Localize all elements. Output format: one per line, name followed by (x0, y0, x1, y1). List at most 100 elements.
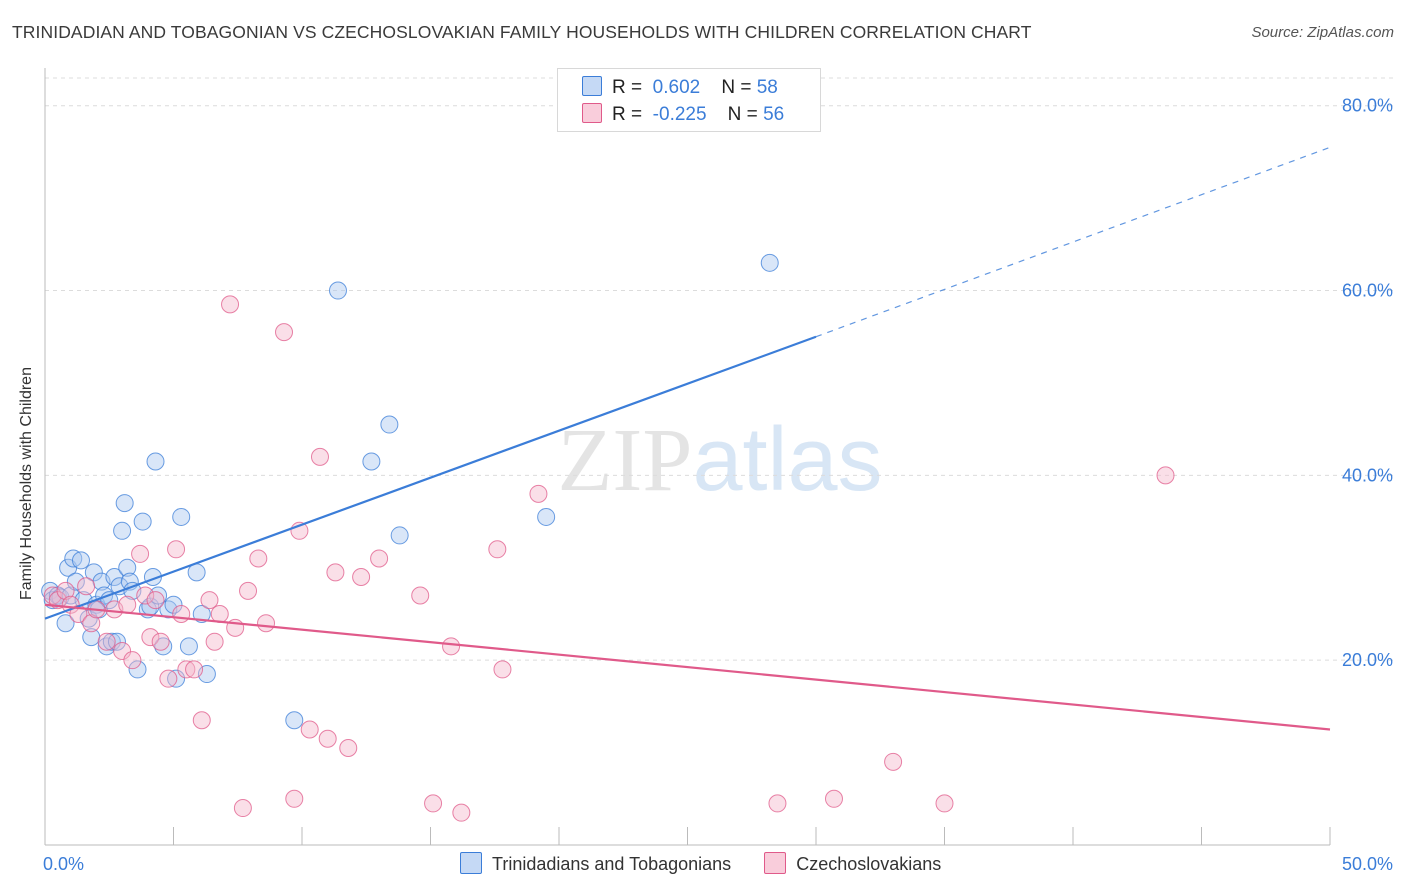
blue-point (56, 614, 75, 633)
pink-point (411, 586, 430, 605)
y-tick-label: 20.0% (1342, 650, 1393, 670)
blue-point (149, 586, 168, 605)
pink-trend-line (44, 603, 1331, 731)
pink-point (77, 577, 96, 596)
y-tick-label: 80.0% (1342, 96, 1393, 116)
legend-item-czechoslovakians[interactable]: Czechoslovakians (764, 852, 941, 875)
pink-point (167, 540, 186, 559)
x-tick-label: 0.0% (43, 854, 84, 874)
y-tick-label: 40.0% (1342, 465, 1393, 485)
pink-point (200, 591, 219, 610)
pink-point (61, 595, 80, 614)
pink-point (424, 794, 443, 813)
legend-item-trinidadians[interactable]: Trinidadians and Tobagonians (460, 852, 731, 875)
axes (44, 68, 1331, 846)
blue-point (64, 549, 83, 568)
pink-point (159, 669, 178, 688)
pink-point (233, 799, 252, 818)
pink-point (146, 591, 165, 610)
n-value: 58 (756, 77, 778, 98)
blue-trend-line (44, 335, 817, 620)
pink-point (136, 586, 155, 605)
x-tick-label: 50.0% (1342, 854, 1393, 874)
pink-point (118, 595, 137, 614)
data-points (41, 253, 1175, 822)
pink-point (257, 614, 276, 633)
blue-point (285, 711, 304, 730)
blue-point (537, 507, 556, 526)
y-axis-title: Family Households with Children (18, 367, 35, 600)
pink-point (141, 628, 160, 647)
pink-point (493, 660, 512, 679)
pink-point (285, 789, 304, 808)
pink-point (488, 540, 507, 559)
pink-swatch (582, 103, 602, 123)
r-value: 0.602 (652, 77, 701, 98)
pink-point (452, 803, 471, 822)
blue-point (179, 637, 198, 656)
blue-point (362, 452, 381, 471)
pink-point (82, 614, 101, 633)
source-label: Source: ZipAtlas.com (1251, 24, 1394, 41)
blue-swatch (460, 852, 482, 874)
pink-point (131, 544, 150, 563)
trend-lines (44, 146, 1331, 731)
watermark-atlas: atlas (692, 410, 882, 510)
pink-point (221, 295, 240, 314)
blue-point (118, 558, 137, 577)
r-label: R = (612, 104, 643, 125)
pink-point (339, 738, 358, 757)
blue-point (84, 563, 103, 582)
blue-point (172, 507, 191, 526)
blue-point (146, 452, 165, 471)
blue-point (115, 494, 134, 513)
pink-point (192, 711, 211, 730)
pink-point (210, 604, 229, 623)
blue-trend-extension (815, 146, 1331, 338)
grid-lines (45, 77, 1395, 661)
pink-point (177, 660, 196, 679)
y-tick-label: 60.0% (1342, 281, 1393, 301)
blue-point (760, 253, 779, 272)
r-value: -0.225 (652, 104, 707, 125)
blue-point (328, 281, 347, 300)
n-value: 56 (763, 104, 785, 125)
blue-point (167, 669, 186, 688)
blue-point (128, 660, 147, 679)
pink-point (310, 447, 329, 466)
legend-label: Trinidadians and Tobagonians (492, 854, 732, 874)
pink-point (239, 581, 258, 600)
watermark: ZIPatlas (557, 410, 882, 510)
pink-point (529, 484, 548, 503)
pink-point (172, 604, 191, 623)
blue-point (390, 526, 409, 545)
pink-point (300, 720, 319, 739)
pink-point (185, 660, 204, 679)
blue-point (380, 415, 399, 434)
blue-point (102, 632, 121, 651)
blue-point (66, 572, 85, 591)
pink-point (113, 641, 132, 660)
pink-point (326, 563, 345, 582)
watermark-zip: ZIP (557, 411, 692, 510)
pink-point (370, 549, 389, 568)
pink-point (249, 549, 268, 568)
correlation-legend: R = 0.602 N = 58 R = -0.225 N = 56 (557, 68, 821, 132)
chart-title: TRINIDADIAN AND TOBAGONIAN VS CZECHOSLOV… (12, 22, 1032, 42)
blue-swatch (582, 76, 602, 96)
r-label: R = (612, 77, 643, 98)
pink-point (352, 568, 371, 587)
blue-point (71, 551, 90, 570)
blue-point (107, 632, 126, 651)
legend-row-pink: R = -0.225 N = 56 (582, 103, 784, 126)
pink-point (884, 752, 903, 771)
blue-point (113, 521, 132, 540)
blue-point (133, 512, 152, 531)
tick-labels: 20.0% 40.0% 60.0% 80.0% 0.0% 50.0% (43, 96, 1393, 874)
series-legend: Trinidadians and Tobagonians Czechoslova… (460, 852, 969, 875)
pink-point (97, 632, 116, 651)
pink-point (123, 651, 142, 670)
pink-swatch (764, 852, 787, 874)
pink-point (275, 323, 294, 342)
blue-point (79, 609, 98, 628)
